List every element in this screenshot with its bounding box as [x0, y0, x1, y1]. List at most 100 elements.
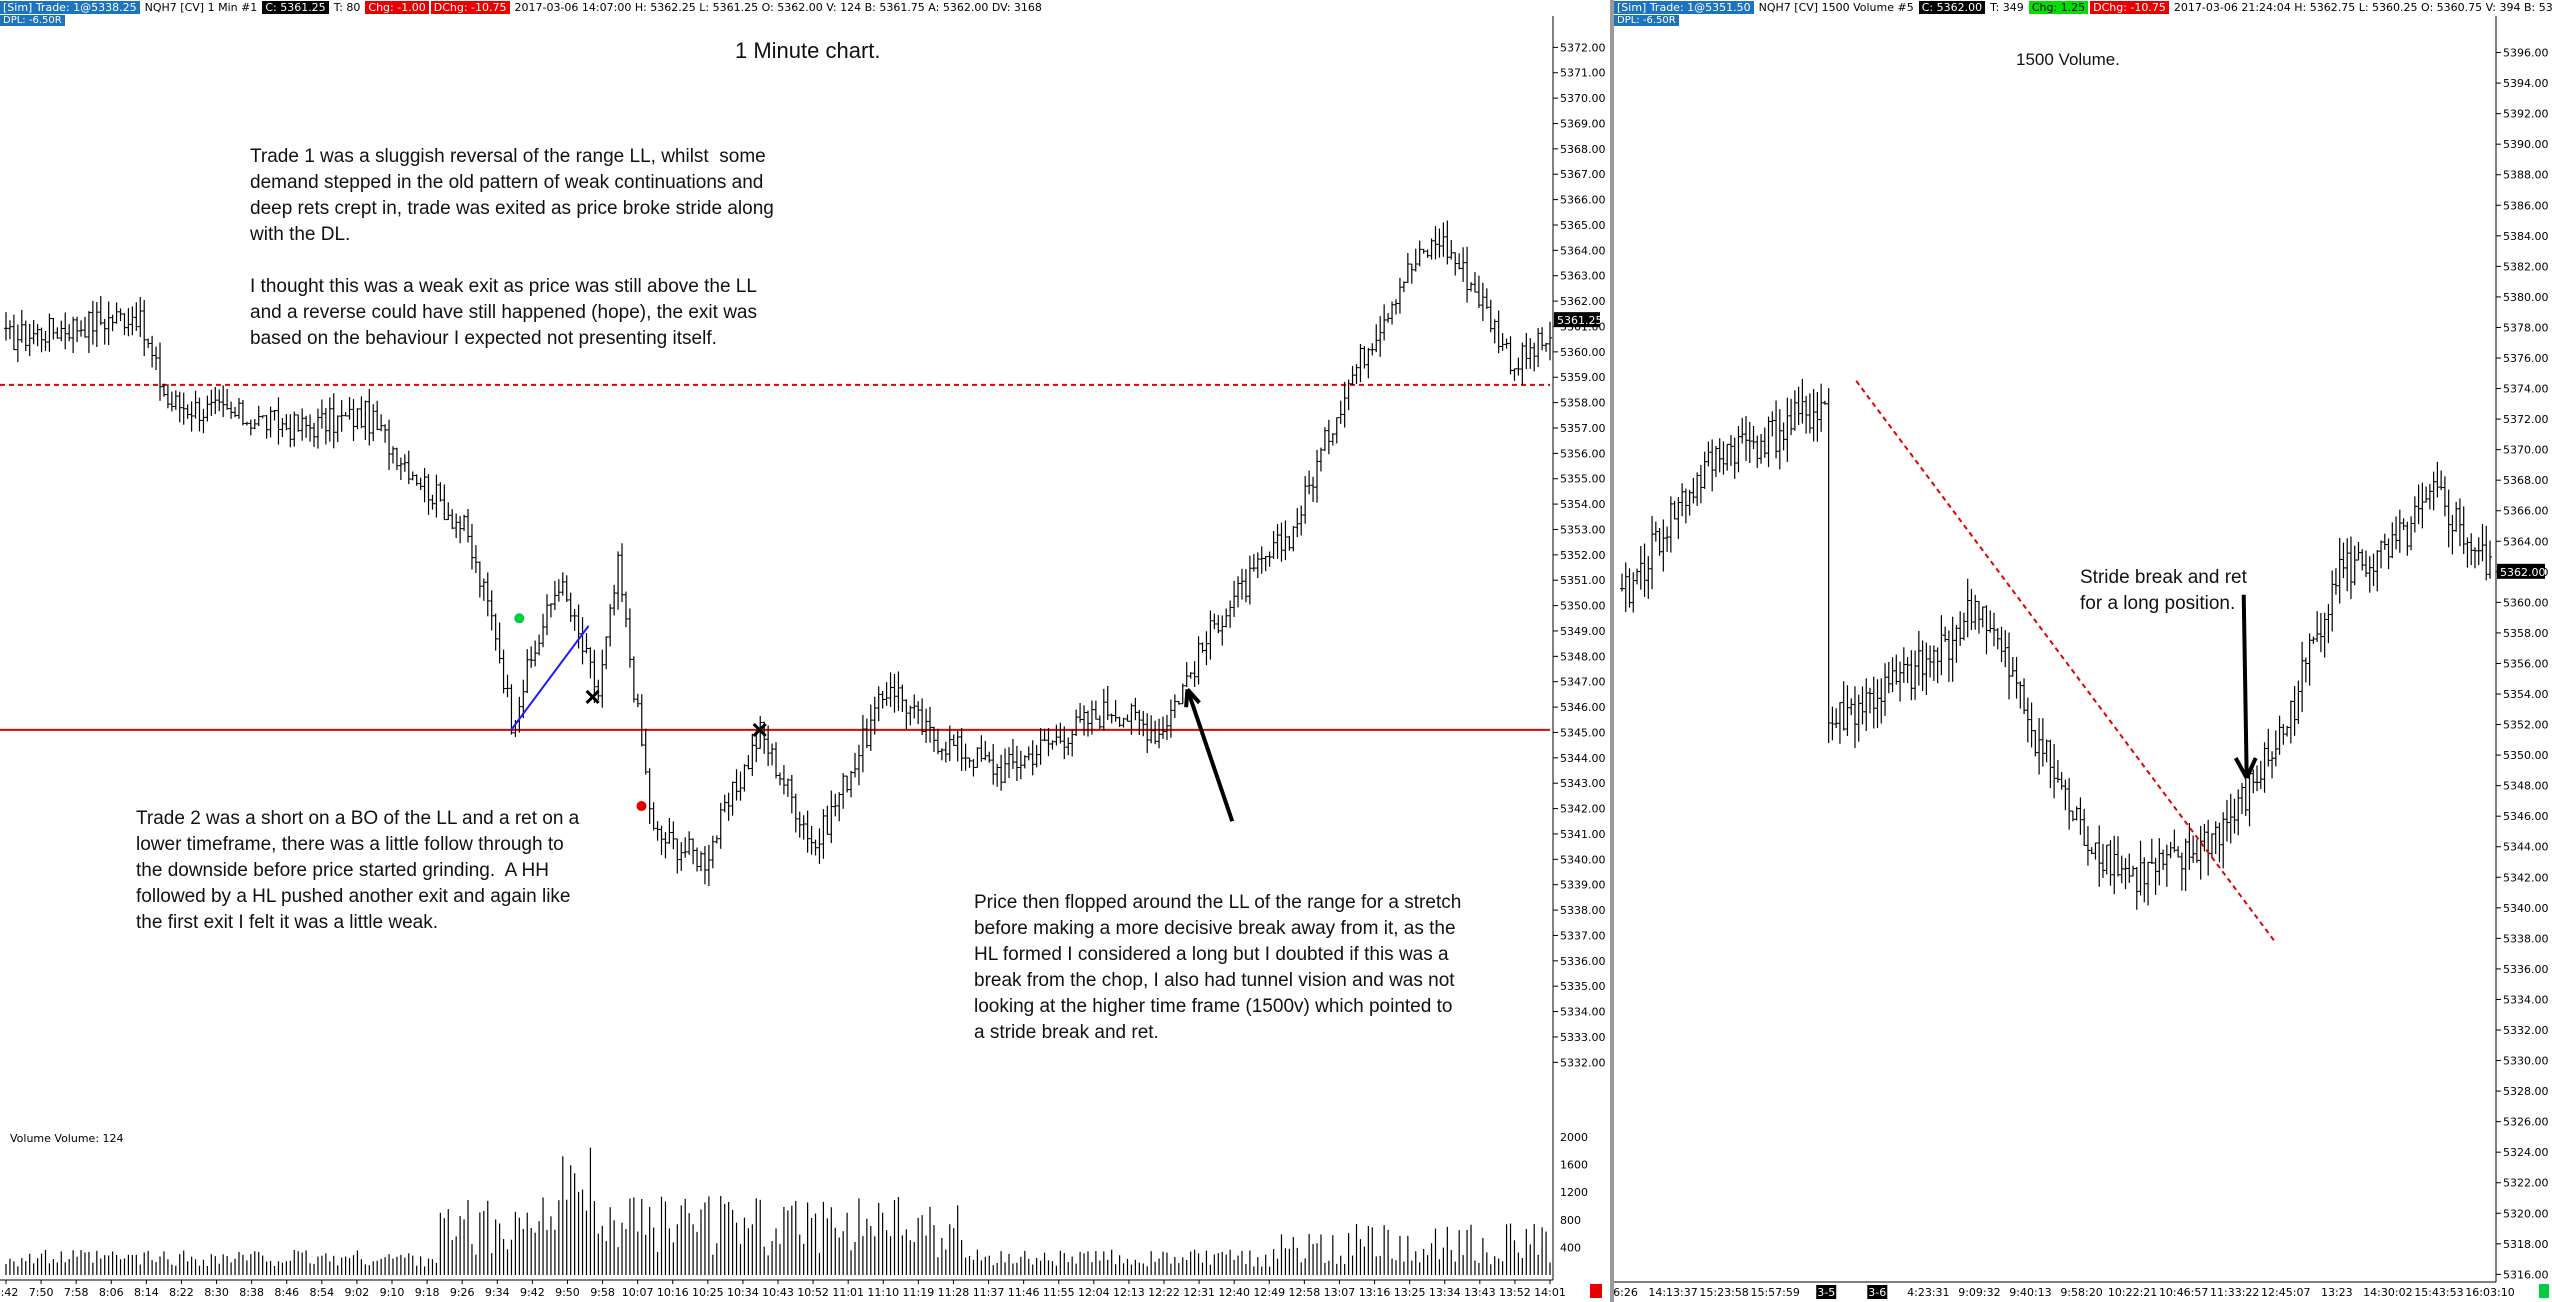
close-badge: C: 5362.00 — [1918, 1, 1986, 14]
x-tick-label: 13:07 — [1324, 1286, 1356, 1299]
volume-label: Volume Volume: 124 — [10, 1132, 124, 1145]
x-tick-label: 9:50 — [555, 1286, 580, 1299]
x-tick-label: 9:02 — [345, 1286, 370, 1299]
x-tick-label: 12:04 — [1078, 1286, 1110, 1299]
chart-title: 1500 Volume. — [2016, 50, 2120, 69]
chart-pane-1500v[interactable]: [Sim] Trade: 1@5351.50 NQH7 [CV] 1500 Vo… — [1614, 0, 2552, 1302]
exit-x-marker — [585, 689, 600, 704]
y-tick-label: 5372.00 — [2503, 413, 2549, 426]
x-tick-label: 4:23:31 — [1907, 1286, 1949, 1299]
daily-change-badge: DChg: -10.75 — [2090, 1, 2169, 14]
last-price-badge — [2497, 563, 2545, 579]
x-tick-label: 8:22 — [169, 1286, 194, 1299]
x-tick-label: 9:40:13 — [2009, 1286, 2051, 1299]
trade2-note: Trade 2 was a short on a BO of the LL an… — [136, 808, 580, 933]
y-tick-label: 5334.00 — [2503, 993, 2549, 1006]
price-chart-1min[interactable]: 5332.00 5333.00 5334.00 5335.00 5336.00 5337.… — [0, 0, 1610, 1302]
last-price-badge — [1554, 312, 1600, 328]
x-tick-label: 14:01 — [1534, 1286, 1566, 1299]
x-tick-label: 13:52 — [1499, 1286, 1531, 1299]
x-tick-label: 7:50 — [29, 1286, 54, 1299]
x-tick-label: 8:06 — [99, 1286, 124, 1299]
x-tick-label: 8:54 — [309, 1286, 334, 1299]
x-tick-label: 10:22:21 — [2108, 1286, 2157, 1299]
y-tick-label: 5384.00 — [2503, 230, 2549, 243]
x-tick-label: 12:58 — [1289, 1286, 1321, 1299]
account-badge: [Sim] Trade: 1@5351.50 — [1614, 1, 1754, 14]
annotation-arrowhead — [2233, 757, 2258, 779]
y-tick-label: 5320.00 — [2503, 1207, 2549, 1220]
instrument-label: NQH7 [CV] 1500 Volume #5 — [1758, 1, 1914, 14]
y-tick-label: 5352.00 — [1560, 549, 1606, 562]
y-tick-label: 5371.00 — [1560, 67, 1606, 80]
y-tick-label: 5348.00 — [2503, 780, 2549, 793]
y-tick-label: 5374.00 — [2503, 383, 2549, 396]
y-tick-label: 5365.00 — [1560, 219, 1606, 232]
daily-change-badge: DChg: -10.75 — [430, 1, 510, 14]
x-tick-label: 9:58:20 — [2060, 1286, 2102, 1299]
x-tick-label: 10:46:57 — [2159, 1286, 2208, 1299]
x-tick-label: 10:16 — [657, 1286, 689, 1299]
x-tick-label: 8:30 — [204, 1286, 229, 1299]
x-tick-label: 12:49 — [1253, 1286, 1285, 1299]
chart-pane-1min[interactable]: [Sim] Trade: 1@5338.25 NQH7 [CV] 1 Min #… — [0, 0, 1610, 1302]
y-tick-label: 5332.00 — [1560, 1056, 1606, 1069]
annotation-arrow — [2241, 594, 2249, 779]
x-tick-label: 11:28 — [938, 1286, 970, 1299]
y-tick-label: 5366.00 — [2503, 505, 2549, 518]
status-square — [1590, 1284, 1602, 1298]
x-tick-label: 14:13:37 — [1648, 1286, 1697, 1299]
x-tick-label: 9:10 — [380, 1286, 405, 1299]
y-tick-label: 5396.00 — [2503, 47, 2549, 60]
date-tick-badge — [1867, 1285, 1888, 1299]
y-tick-label: 5344.00 — [2503, 841, 2549, 854]
x-tick-label: 9:18 — [415, 1286, 440, 1299]
trendline — [510, 625, 590, 731]
pane-divider[interactable] — [1610, 0, 1614, 1302]
y-tick-label: 5368.00 — [2503, 474, 2549, 487]
y-tick-label: 5334.00 — [1560, 1006, 1606, 1019]
x-tick-label: 11:01 — [832, 1286, 864, 1299]
y-tick-label: 5328.00 — [2503, 1085, 2549, 1098]
status-square — [2539, 1284, 2549, 1298]
x-tick-label: 11:19 — [903, 1286, 935, 1299]
price-chart-1500v[interactable]: 5316.00 5318.00 5320.00 5322.00 5324.00 5326.… — [1614, 0, 2552, 1302]
y-tick-label: 5332.00 — [2503, 1024, 2549, 1037]
x-tick-label: 10:52 — [797, 1286, 829, 1299]
ticks-label: T: 349 — [1990, 1, 2024, 14]
x-tick-label: 7:42 — [0, 1286, 18, 1299]
y-tick-label: 5336.00 — [2503, 963, 2549, 976]
y-tick-label: 5346.00 — [1560, 701, 1606, 714]
y-tick-label: 5359.00 — [1560, 371, 1606, 384]
x-tick-label: 12:22 — [1148, 1286, 1180, 1299]
y-tick-label: 5322.00 — [2503, 1177, 2549, 1190]
chart-header: [Sim] Trade: 1@5338.25 NQH7 [CV] 1 Min #… — [0, 0, 1047, 15]
y-tick-label: 5363.00 — [1560, 270, 1606, 283]
y-tick-label: 5362.00 — [1560, 295, 1606, 308]
y-tick-label: 5368.00 — [1560, 143, 1606, 156]
y-tick-label: 5369.00 — [1560, 117, 1606, 130]
x-tick-label: 15:57:59 — [1750, 1286, 1799, 1299]
y-tick-label: 5340.00 — [2503, 902, 2549, 915]
y-tick-label: 5358.00 — [1560, 397, 1606, 410]
last-price-label: 5361.25 — [1557, 314, 1603, 327]
x-tick-label: 16:03:10 — [2465, 1286, 2514, 1299]
y-tick-label: 5360.00 — [1560, 346, 1606, 359]
y-tick-label: 5349.00 — [1560, 625, 1606, 638]
y-tick-label: 5356.00 — [2503, 657, 2549, 670]
y-tick-label: 5355.00 — [1560, 473, 1606, 486]
long-entry-dot — [514, 613, 525, 624]
ohlc-info: 2017-03-06 14:07:00 H: 5362.25 L: 5361.2… — [514, 1, 1042, 14]
y-tick-label: 5338.00 — [1560, 904, 1606, 917]
volume-tick-label: 1200 — [1560, 1186, 1588, 1199]
y-tick-label: 5364.00 — [1560, 244, 1606, 257]
x-tick-label: 3-5 — [1817, 1286, 1835, 1299]
x-tick-label: 8:46 — [274, 1286, 299, 1299]
y-tick-label: 5338.00 — [2503, 932, 2549, 945]
y-tick-label: 5340.00 — [1560, 853, 1606, 866]
y-tick-label: 5382.00 — [2503, 260, 2549, 273]
y-tick-label: 5316.00 — [2503, 1268, 2549, 1281]
ticks-label: T: 80 — [333, 1, 361, 14]
account-badge: [Sim] Trade: 1@5338.25 — [0, 1, 140, 14]
y-tick-label: 5326.00 — [2503, 1116, 2549, 1129]
